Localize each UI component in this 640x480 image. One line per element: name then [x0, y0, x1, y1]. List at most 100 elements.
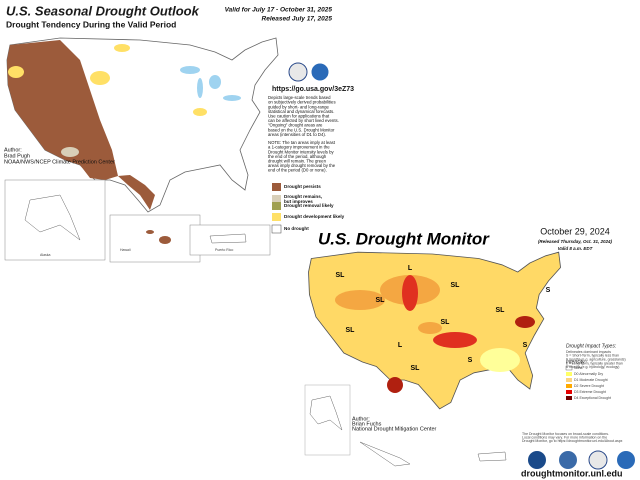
description: Use caution for applications that — [268, 114, 330, 119]
note: NOTE: The tan areas imply at least — [268, 140, 336, 145]
footnote: Local conditions may vary. For more info… — [522, 436, 607, 440]
legend-label: Drought remains, — [284, 194, 322, 199]
legend-label: No drought — [284, 226, 309, 231]
legend-label: None — [574, 366, 582, 370]
legend-label: D3 Extreme Drought — [574, 390, 606, 394]
author: Brian Fuchs — [352, 421, 382, 427]
author: Author: — [4, 147, 22, 153]
legend-label: Drought persists — [284, 184, 321, 189]
description: areas (intensities of D1 to D4). — [268, 132, 326, 137]
outlook-map — [4, 37, 330, 263]
puerto-rico — [209, 233, 247, 244]
site-link: droughtmonitor.unl.edu — [521, 468, 622, 478]
develop-area — [8, 66, 24, 78]
impact-label: S — [523, 342, 528, 349]
legend-swatch — [272, 202, 281, 210]
author: Author: — [352, 416, 370, 422]
note: Drought Monitor intensity levels by — [268, 149, 335, 154]
legend-swatch — [272, 213, 281, 221]
description: can be affected by short lived events. — [268, 118, 339, 123]
author: NOAA/NWS/NCEP Climate Prediction Center — [4, 159, 115, 165]
subtitle: Drought Tendency During the Valid Period — [6, 19, 176, 29]
impact-label: SL — [376, 297, 386, 304]
lake — [197, 78, 203, 98]
d2-area — [335, 290, 385, 310]
note: the end of the period, although — [268, 154, 327, 159]
impact-line: L = Long-Term, typically greater than — [566, 361, 623, 365]
note: drought will remain. The green — [268, 159, 327, 164]
lake — [223, 95, 241, 101]
legend-swatch — [566, 384, 572, 388]
release-date: Released July 17, 2025 — [262, 16, 333, 23]
legend-label: Drought development likely — [284, 214, 345, 219]
description: Depicts large-scale trends based — [268, 95, 331, 100]
d4-area — [515, 316, 535, 328]
note: areas imply drought removal by the — [268, 163, 336, 168]
logo — [617, 451, 635, 469]
impact-line: Delineates dominant impacts — [566, 350, 611, 354]
link: https://go.usa.gov/3eZ73 — [272, 86, 354, 93]
impact-line: 6 months (e.g. hydrology, ecology) — [566, 365, 619, 369]
legend-swatch — [566, 396, 572, 400]
logo — [559, 451, 577, 469]
inset-label: Hawaii — [120, 248, 131, 252]
impact-label: SL — [441, 319, 451, 326]
legend-label: but improves — [284, 199, 313, 204]
impact-label: S — [546, 287, 551, 294]
alaska — [309, 395, 343, 431]
impact-label: SL — [451, 282, 461, 289]
inset-label: Puerto Rico — [215, 248, 233, 252]
d3-area — [433, 332, 477, 348]
release-date: (Released Thursday, Oct. 31, 2024) — [538, 239, 613, 244]
d3-area — [402, 275, 418, 311]
legend-swatch — [272, 183, 281, 191]
author: Brad Pugh — [4, 153, 30, 159]
legend-label: D4 Exceptional Drought — [574, 396, 611, 400]
develop-area — [90, 71, 110, 85]
logo — [528, 451, 546, 469]
legend-swatch — [566, 378, 572, 382]
legend-label: Drought removal likely — [284, 203, 334, 208]
legend-label: D1 Moderate Drought — [574, 378, 608, 382]
legend-swatch — [271, 224, 282, 234]
inset-frame — [109, 214, 201, 263]
legend-swatch — [566, 390, 572, 394]
description: "Ongoing" drought areas are — [268, 123, 323, 128]
impact-label: SL — [411, 365, 421, 372]
hawaii — [146, 230, 154, 234]
puerto-rico — [477, 451, 507, 462]
lake — [209, 75, 221, 89]
description: based on the U.S. Drought Monitor — [268, 127, 335, 132]
impact-line: 6 months (e.g. agriculture, grasslands) — [566, 358, 626, 362]
legend-label: D0 Abnormally Dry — [574, 372, 603, 376]
monitor-panel — [300, 222, 640, 480]
footnote: Drought Monitor, go to https://droughtmo… — [522, 439, 623, 443]
note: end of the period (D0 or none). — [268, 168, 327, 173]
d4-area — [387, 377, 403, 393]
improve-area — [61, 147, 79, 157]
develop-area — [114, 44, 130, 52]
impact-label: S — [468, 357, 473, 364]
author: National Drought Mitigation Center — [352, 426, 437, 432]
hawaii — [359, 441, 411, 467]
legend-label: D2 Severe Drought — [574, 384, 604, 388]
legend-swatch — [272, 195, 281, 203]
legend-swatch — [566, 372, 572, 376]
lake — [180, 66, 200, 74]
description: on subjectively derived probabilities — [268, 100, 336, 105]
hawaii — [159, 236, 171, 244]
impact-label: SL — [346, 327, 356, 334]
impact-label: SL — [336, 272, 346, 279]
footnote: The Drought Monitor focuses on broad-sca… — [522, 432, 609, 436]
legend-swatch — [565, 365, 573, 371]
logo — [288, 62, 308, 82]
title: U.S. Seasonal Drought Outlook — [6, 3, 200, 18]
note: a 1-category improvement in the — [268, 145, 330, 150]
impact-title: Drought Impact Types: — [566, 343, 617, 349]
inset-label: Alaska — [40, 253, 51, 257]
develop-area — [193, 108, 207, 116]
impact-line: S = Short-Term, typically less than — [566, 354, 619, 358]
logo — [588, 450, 608, 470]
valid-dates: Valid for July 17 - October 31, 2025 — [225, 7, 333, 14]
